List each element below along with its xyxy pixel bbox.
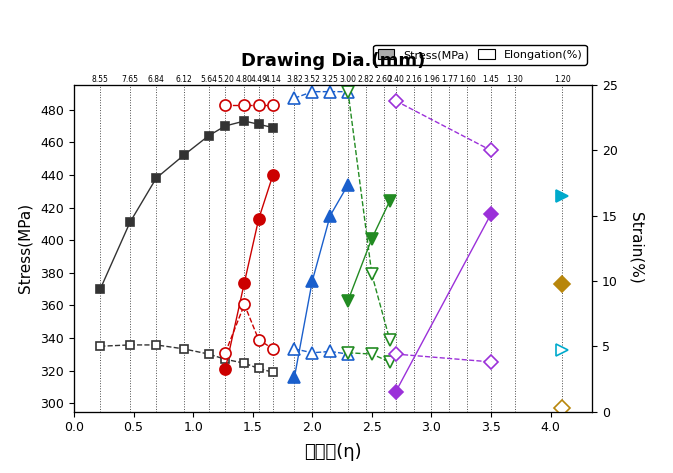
Y-axis label: Strain(%): Strain(%) xyxy=(629,212,644,284)
Y-axis label: Stress(MPa): Stress(MPa) xyxy=(17,203,32,293)
X-axis label: 가공률(η): 가공률(η) xyxy=(304,443,362,461)
Legend: Stress(MPa), Elongation(%): Stress(MPa), Elongation(%) xyxy=(374,45,587,65)
X-axis label: Drawing Dia.(mm): Drawing Dia.(mm) xyxy=(241,53,425,70)
